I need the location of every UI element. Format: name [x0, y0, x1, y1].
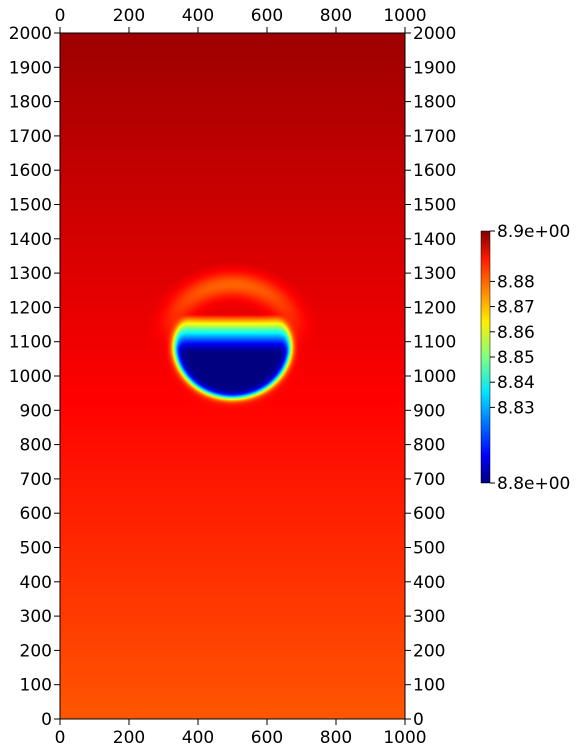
colorbar-tick-label: 8.86	[497, 323, 535, 343]
y-tick-label-right: 1800	[413, 93, 456, 113]
y-tick-label-right: 700	[413, 470, 445, 490]
colorbar-tick-label: 8.88	[497, 272, 535, 292]
x-tick-label-top: 1000	[383, 6, 426, 26]
y-tick-label-right: 1000	[413, 367, 456, 387]
y-tick-label-left: 1200	[9, 298, 52, 318]
colorbar-tick-label: 8.9e+00	[497, 222, 570, 242]
x-tick-label-top: 0	[55, 6, 66, 26]
colorbar-tick-label: 8.83	[497, 398, 535, 418]
x-axis-top: 0 200 400 600 800 1000	[55, 6, 427, 33]
y-tick-label-left: 300	[20, 607, 52, 627]
y-tick-label-right: 400	[413, 573, 445, 593]
y-tick-label-right: 600	[413, 504, 445, 524]
y-tick-label-right: 1200	[413, 298, 456, 318]
y-tick-label-right: 900	[413, 401, 445, 421]
x-tick-label-top: 200	[113, 6, 145, 26]
y-tick-label-left: 400	[20, 573, 52, 593]
y-tick-label-left: 800	[20, 436, 52, 456]
y-axis-left: 0 100 200 300 400 500 600 700 800 900 1000 1100 1200…	[9, 24, 60, 730]
y-tick-label-left: 1600	[9, 161, 52, 181]
y-tick-label-left: 0	[41, 710, 52, 730]
y-tick-label-left: 200	[20, 641, 52, 661]
y-tick-label-right: 2000	[413, 24, 456, 44]
colorbar-tick-label: 8.8e+00	[497, 474, 570, 494]
x-tick-label-bottom: 600	[251, 728, 283, 747]
y-tick-label-right: 500	[413, 539, 445, 559]
y-tick-label-left: 500	[20, 539, 52, 559]
y-tick-label-left: 1300	[9, 264, 52, 284]
y-tick-label-left: 1400	[9, 230, 52, 250]
y-tick-label-right: 100	[413, 676, 445, 696]
y-tick-label-left: 1100	[9, 333, 52, 353]
y-tick-label-left: 1000	[9, 367, 52, 387]
x-tick-label-bottom: 1000	[383, 728, 426, 747]
y-tick-label-right: 1300	[413, 264, 456, 284]
x-tick-label-top: 800	[320, 6, 352, 26]
y-tick-label-right: 300	[413, 607, 445, 627]
y-tick-label-left: 1700	[9, 127, 52, 147]
x-tick-label-bottom: 200	[113, 728, 145, 747]
x-tick-label-bottom: 0	[55, 728, 66, 747]
y-tick-label-right: 1700	[413, 127, 456, 147]
y-tick-label-right: 1500	[413, 196, 456, 216]
y-tick-label-right: 0	[413, 710, 424, 730]
y-tick-label-left: 1800	[9, 93, 52, 113]
y-tick-label-left: 2000	[9, 24, 52, 44]
y-tick-label-left: 700	[20, 470, 52, 490]
x-tick-label-top: 600	[251, 6, 283, 26]
y-tick-label-right: 1100	[413, 333, 456, 353]
x-tick-label-top: 400	[182, 6, 214, 26]
colorbar	[480, 230, 491, 484]
y-tick-label-right: 1400	[413, 230, 456, 250]
y-tick-label-left: 600	[20, 504, 52, 524]
y-axis-right: 0 100 200 300 400 500 600 700 800 900 1000 1100 1200…	[405, 24, 456, 730]
x-axis-bottom: 0 200 400 600 800 1000	[55, 719, 427, 747]
y-tick-label-right: 1600	[413, 161, 456, 181]
colorbar-ticks: 8.9e+00 8.88 8.87 8.86 8.85 8.84 8.83 8.8e+00	[490, 222, 570, 494]
x-tick-label-bottom: 400	[182, 728, 214, 747]
x-tick-label-bottom: 800	[320, 728, 352, 747]
colorbar-tick-label: 8.87	[497, 298, 535, 318]
y-tick-label-right: 800	[413, 436, 445, 456]
colorbar-tick-label: 8.85	[497, 348, 535, 368]
y-tick-label-left: 100	[20, 676, 52, 696]
y-tick-label-right: 200	[413, 641, 445, 661]
y-tick-label-left: 1500	[9, 196, 52, 216]
y-tick-label-right: 1900	[413, 58, 456, 78]
colorbar-tick-label: 8.84	[497, 373, 535, 393]
y-tick-label-left: 900	[20, 401, 52, 421]
heatmap-image	[60, 33, 405, 719]
y-tick-label-left: 1900	[9, 58, 52, 78]
